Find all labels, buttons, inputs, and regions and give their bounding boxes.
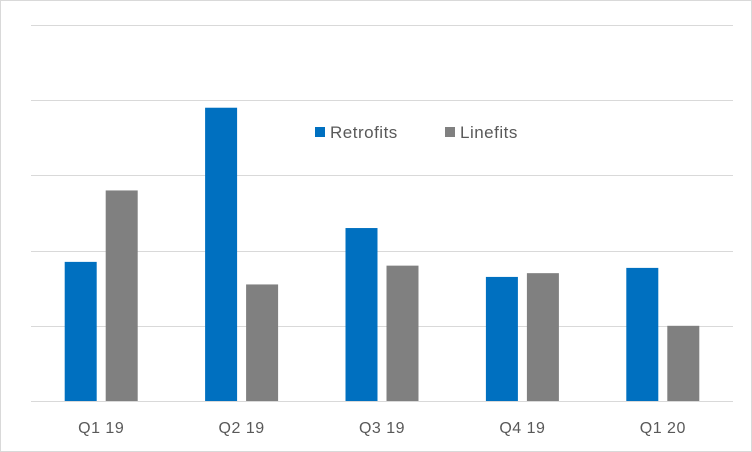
x-tick-label: Q3 19 xyxy=(359,420,405,437)
x-tick-label: Q1 19 xyxy=(78,420,124,437)
gridlines xyxy=(31,25,733,327)
x-tick-label: Q1 20 xyxy=(640,420,686,437)
bar-linefits-q4-19 xyxy=(526,273,559,401)
legend: Retrofits Linefits xyxy=(315,123,518,142)
legend-label-retrofits: Retrofits xyxy=(330,123,398,142)
bars xyxy=(64,107,700,401)
bar-retrofits-q1-20 xyxy=(626,267,659,401)
bar-linefits-q1-19 xyxy=(105,190,138,401)
bar-retrofits-q2-19 xyxy=(205,107,238,401)
bar-retrofits-q1-19 xyxy=(64,261,97,401)
bar-linefits-q2-19 xyxy=(246,284,279,401)
x-tick-label: Q4 19 xyxy=(499,420,545,437)
legend-swatch-retrofits xyxy=(315,127,325,137)
x-tick-label: Q2 19 xyxy=(219,420,265,437)
legend-swatch-linefits xyxy=(445,127,455,137)
legend-label-linefits: Linefits xyxy=(460,123,518,142)
bar-retrofits-q4-19 xyxy=(485,276,518,401)
bar-retrofits-q3-19 xyxy=(345,228,378,401)
bar-linefits-q1-20 xyxy=(667,325,700,401)
x-axis: Q1 19 Q2 19 Q3 19 Q4 19 Q1 20 xyxy=(31,401,733,437)
bar-linefits-q3-19 xyxy=(386,265,419,401)
